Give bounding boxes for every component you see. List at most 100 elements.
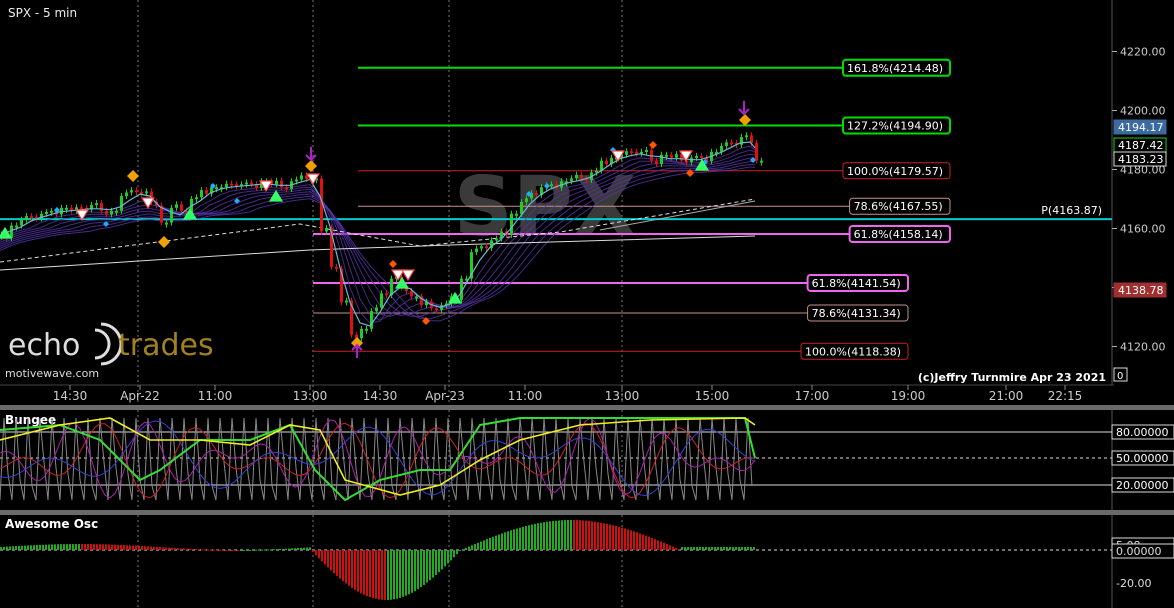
ma-ribbon-line — [0, 163, 756, 320]
candle-body — [585, 178, 588, 181]
candle-body — [210, 187, 213, 194]
time-tick-label: Apr-22 — [120, 389, 160, 403]
echo-waves-icon — [94, 322, 123, 366]
candle-body — [655, 160, 658, 165]
candle-body — [320, 178, 323, 232]
bungee-yellow-line — [0, 417, 756, 496]
candle-body — [715, 151, 718, 154]
awesome-bar — [9, 546, 11, 550]
awesome-bar — [84, 544, 86, 550]
awesome-bar — [465, 547, 467, 550]
candle-body — [705, 157, 708, 162]
candle-body — [555, 184, 558, 188]
candle-body — [335, 266, 338, 269]
awesome-bar — [18, 545, 20, 550]
time-tick-label: 21:00 — [989, 389, 1024, 403]
candle-body — [120, 196, 123, 211]
awesome-bar — [483, 540, 485, 550]
awesome-bar — [420, 550, 422, 588]
awesome-bar — [717, 547, 719, 550]
fib-level-label: 78.6%(4167.55) — [854, 200, 943, 213]
awesome-bar — [729, 547, 731, 550]
awesome-bar — [531, 524, 533, 550]
awesome-bar — [87, 544, 89, 550]
fib-level-box — [842, 116, 951, 135]
candle-body — [510, 213, 513, 235]
awesome-bar — [222, 549, 224, 551]
bungee-title: Bungee — [5, 413, 56, 427]
candle-body — [315, 178, 318, 181]
candle-body — [235, 184, 238, 187]
awesome-bar — [12, 546, 14, 550]
down-triangle — [678, 150, 694, 163]
awesome-bar — [273, 549, 275, 551]
candle-body — [230, 183, 233, 186]
candle-body — [350, 300, 353, 335]
awesome-tick-label: 0.00000 — [1116, 545, 1162, 558]
candle-body — [50, 210, 53, 213]
candle-body — [75, 207, 78, 211]
awesome-bar — [105, 544, 107, 550]
awesome-bar — [462, 549, 464, 551]
candle-body — [420, 296, 423, 306]
candle-body — [330, 227, 333, 267]
awesome-bar — [396, 550, 398, 599]
awesome-bar — [93, 544, 95, 550]
candle-body — [755, 146, 758, 161]
awesome-bar — [498, 534, 500, 550]
awesome-bar — [537, 523, 539, 550]
awesome-bar — [474, 544, 476, 550]
panel-separator-1 — [0, 405, 1174, 410]
candle-body — [730, 142, 733, 145]
awesome-bar — [321, 550, 323, 562]
awesome-bar — [48, 544, 50, 550]
awesome-bar — [327, 550, 329, 568]
awesome-bar — [381, 550, 383, 600]
awesome-bar — [357, 550, 359, 592]
awesome-bar — [333, 550, 335, 574]
awesome-bar — [102, 544, 104, 550]
awesome-bar — [234, 549, 236, 551]
candle-body — [130, 190, 133, 193]
pivot-label: P(4163.87) — [1041, 204, 1102, 217]
ma-upper — [599, 200, 756, 231]
orange-diamond — [686, 169, 694, 177]
candle-body — [345, 300, 348, 303]
bungee-tick-box — [1111, 450, 1174, 466]
awesome-bar — [231, 549, 233, 551]
down-triangle — [140, 197, 156, 210]
awesome-bar — [426, 550, 428, 583]
down-triangle — [258, 180, 274, 193]
awesome-bar — [711, 547, 713, 550]
awesome-bar — [300, 547, 302, 550]
awesome-bar — [6, 546, 8, 550]
candle-body — [225, 183, 228, 188]
awesome-bar — [96, 544, 98, 550]
candle-body — [735, 142, 738, 145]
awesome-bar — [258, 549, 260, 551]
awesome-bar — [72, 544, 74, 550]
awesome-bar — [627, 529, 629, 550]
gold-diamond — [305, 160, 317, 172]
awesome-bar — [660, 541, 662, 550]
fib-level-box — [806, 273, 909, 292]
awesome-bar — [147, 546, 149, 550]
awesome-bar — [741, 547, 743, 550]
candle-body — [610, 157, 613, 165]
time-tick-label: Apr-23 — [425, 389, 465, 403]
awesome-bar — [24, 545, 26, 550]
awesome-bar — [477, 542, 479, 550]
bungee-green-line — [0, 417, 756, 502]
up-triangle — [182, 207, 198, 220]
price-label: 4187.42 — [1118, 139, 1164, 152]
candle-body — [760, 160, 763, 163]
awesome-bar — [159, 547, 161, 550]
time-tick-label: 17:00 — [795, 389, 830, 403]
awesome-bar — [555, 520, 557, 550]
candle-body — [150, 191, 153, 202]
awesome-bar — [546, 521, 548, 550]
candle-body — [185, 210, 188, 213]
gold-diamond — [739, 114, 751, 126]
awesome-bar — [441, 550, 443, 570]
awesome-bar — [264, 549, 266, 551]
